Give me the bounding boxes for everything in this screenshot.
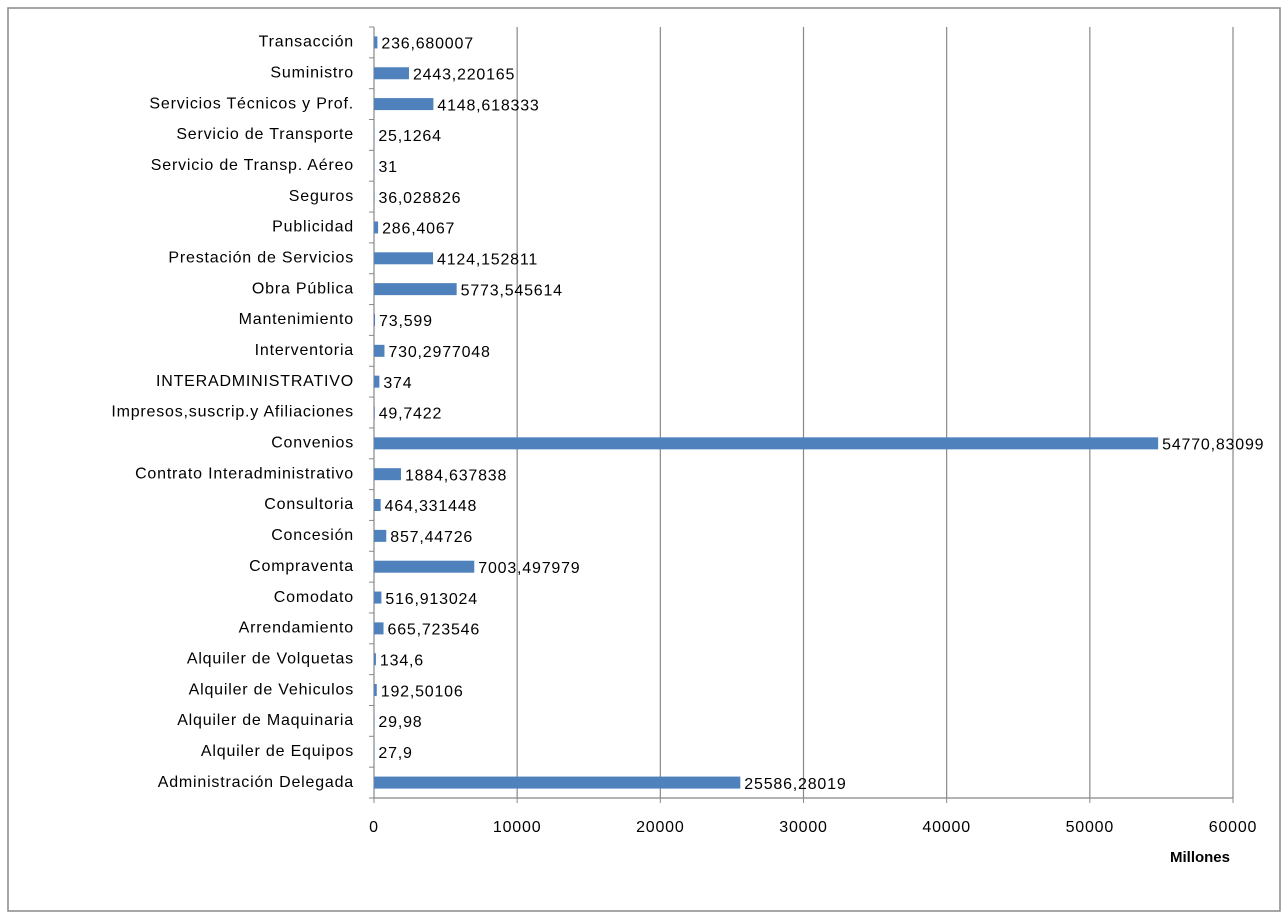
y-tick-label: Contrato Interadministrativo bbox=[135, 465, 354, 482]
data-label: 1884,637838 bbox=[405, 467, 507, 484]
y-tick-label: Transacción bbox=[259, 34, 354, 51]
x-tick-label: 40000 bbox=[922, 819, 971, 836]
data-label: 4124,152811 bbox=[437, 252, 538, 269]
y-tick-label: Comodato bbox=[274, 589, 354, 606]
bar bbox=[374, 406, 375, 419]
y-tick-label: Alquiler de Maquinaria bbox=[177, 712, 354, 729]
bar bbox=[374, 499, 381, 512]
data-label: 2443,220165 bbox=[413, 66, 515, 83]
y-tick-label: Alquiler de Equipos bbox=[201, 743, 354, 760]
y-tick-label: Servicios Técnicos y Prof. bbox=[149, 95, 354, 112]
data-label: 516,913024 bbox=[385, 591, 478, 608]
bar bbox=[374, 653, 376, 666]
data-label: 134,6 bbox=[380, 652, 424, 669]
bar bbox=[374, 36, 378, 49]
y-tick-label: Prestación de Servicios bbox=[168, 250, 354, 267]
bar bbox=[374, 252, 434, 265]
data-label: 29,98 bbox=[378, 714, 422, 731]
y-tick-label: INTERADMINISTRATIVO bbox=[156, 373, 354, 390]
data-label: 25,1264 bbox=[378, 128, 441, 145]
x-tick-label: 20000 bbox=[636, 819, 685, 836]
bar bbox=[374, 344, 385, 357]
y-tick-label: Administración Delegada bbox=[158, 774, 354, 791]
y-tick-label: Servicio de Transp. Aéreo bbox=[151, 157, 354, 174]
data-label: 4148,618333 bbox=[437, 97, 539, 114]
data-label: 464,331448 bbox=[385, 498, 478, 515]
bar bbox=[374, 375, 380, 388]
bar bbox=[374, 313, 376, 326]
x-tick-label: 0 bbox=[369, 819, 379, 836]
bar bbox=[374, 560, 475, 573]
bar bbox=[374, 437, 1159, 450]
bar bbox=[374, 221, 379, 234]
data-label: 192,50106 bbox=[381, 683, 464, 700]
data-label: 36,028826 bbox=[379, 190, 462, 207]
data-label: 31 bbox=[378, 159, 397, 176]
y-tick-label: Obra Pública bbox=[252, 280, 354, 297]
y-tick-label: Impresos,suscrip.y Afiliaciones bbox=[111, 404, 354, 421]
y-tick-label: Alquiler de Volquetas bbox=[187, 650, 354, 667]
bar bbox=[374, 776, 741, 789]
bar bbox=[374, 283, 457, 296]
data-label: 286,4067 bbox=[382, 221, 455, 238]
y-tick-label: Alquiler de Vehiculos bbox=[189, 681, 354, 698]
data-label: 25586,28019 bbox=[744, 776, 846, 793]
x-tick-label: 60000 bbox=[1209, 819, 1258, 836]
data-label: 5773,545614 bbox=[461, 282, 563, 299]
chart-border bbox=[7, 7, 1281, 912]
y-tick-label: Consultoria bbox=[264, 496, 354, 513]
data-label: 49,7422 bbox=[379, 406, 442, 423]
data-label: 54770,83099 bbox=[1162, 437, 1264, 454]
x-tick-label: 10000 bbox=[493, 819, 542, 836]
bar bbox=[374, 67, 409, 80]
bar bbox=[374, 190, 375, 203]
y-tick-label: Convenios bbox=[271, 435, 354, 452]
data-label: 236,680007 bbox=[381, 36, 474, 53]
bar bbox=[374, 684, 377, 697]
data-label: 374 bbox=[383, 375, 412, 392]
y-tick-label: Seguros bbox=[289, 188, 354, 205]
data-label: 73,599 bbox=[379, 313, 433, 330]
bar bbox=[374, 529, 387, 542]
y-tick-label: Compraventa bbox=[249, 558, 354, 575]
y-tick-label: Concesión bbox=[271, 527, 354, 544]
x-tick-label: 30000 bbox=[779, 819, 828, 836]
y-tick-label: Arrendamiento bbox=[239, 620, 354, 637]
data-label: 665,723546 bbox=[388, 622, 481, 639]
y-tick-label: Interventoria bbox=[255, 342, 354, 359]
x-tick-label: 50000 bbox=[1066, 819, 1115, 836]
data-label: 730,2977048 bbox=[388, 344, 490, 361]
data-label: 27,9 bbox=[378, 745, 412, 762]
bar bbox=[374, 468, 401, 481]
bar bbox=[374, 622, 384, 635]
y-tick-label: Publicidad bbox=[272, 219, 354, 236]
y-tick-label: Mantenimiento bbox=[239, 311, 354, 328]
bar bbox=[374, 591, 382, 604]
y-tick-label: Servicio de Transporte bbox=[176, 126, 354, 143]
data-label: 857,44726 bbox=[390, 529, 473, 546]
bar bbox=[374, 98, 434, 111]
y-tick-label: Suministro bbox=[270, 64, 354, 81]
x-axis-title: Millones bbox=[1170, 849, 1230, 866]
data-label: 7003,497979 bbox=[478, 560, 580, 577]
